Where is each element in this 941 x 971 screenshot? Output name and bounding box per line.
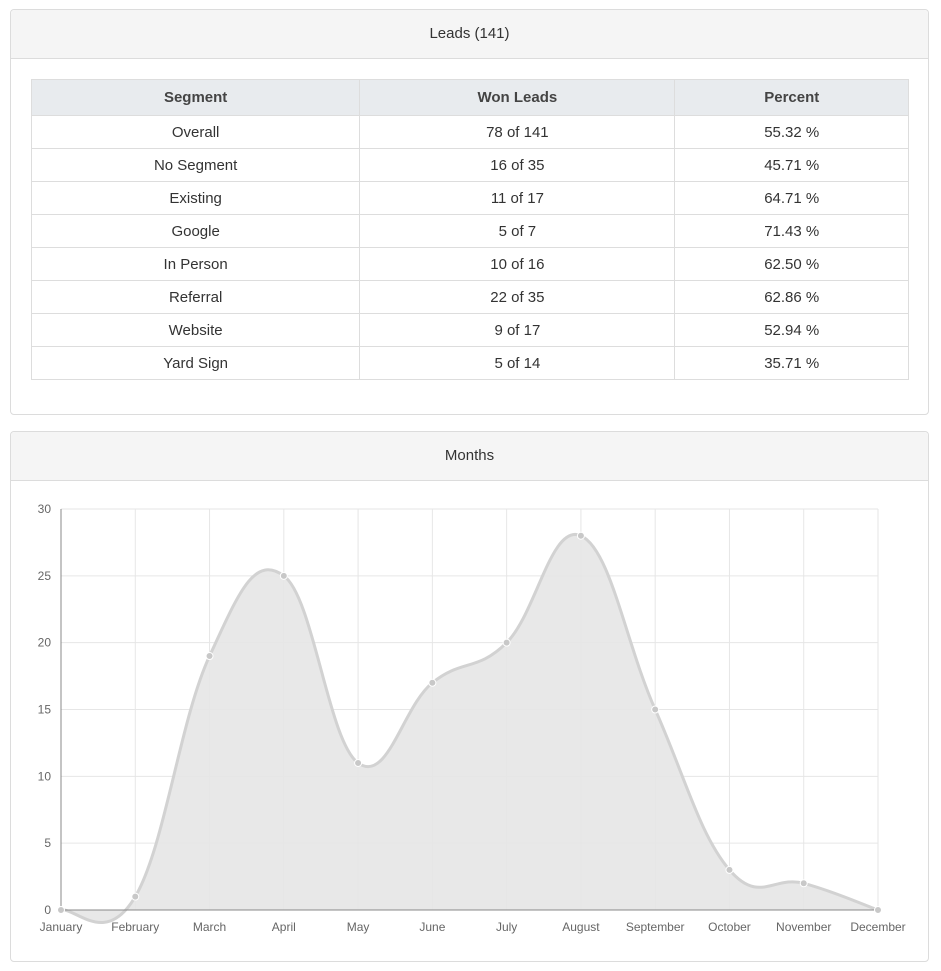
y-tick-label: 10: [38, 769, 52, 783]
data-points: [57, 531, 882, 914]
column-header-won-leads: Won Leads: [359, 79, 676, 116]
segment-cell: Google: [30, 214, 361, 248]
segment-cell: Referral: [30, 280, 361, 314]
leads-table: Segment Won Leads Percent Overall 78 of …: [30, 79, 909, 380]
y-tick-label: 0: [44, 903, 51, 917]
won-leads-cell: 16 of 35: [359, 148, 676, 182]
months-panel: Months 0 5 10 15 20 25 30 January February March A…: [10, 431, 929, 962]
data-point[interactable]: [131, 892, 140, 901]
data-point[interactable]: [428, 678, 437, 687]
chart-axes: [60, 509, 878, 911]
data-point[interactable]: [576, 531, 585, 540]
data-point[interactable]: [57, 906, 65, 914]
table-header-row: Segment Won Leads Percent: [30, 79, 909, 116]
segment-cell: Existing: [30, 181, 361, 215]
y-tick-label: 15: [38, 703, 52, 717]
data-point[interactable]: [725, 865, 734, 874]
segment-cell: Website: [30, 313, 361, 347]
won-leads-cell: 11 of 17: [359, 181, 676, 215]
x-tick-label: January: [40, 920, 83, 934]
x-tick-label: May: [347, 920, 370, 934]
x-tick-label: February: [111, 920, 159, 934]
data-point[interactable]: [502, 638, 511, 647]
x-tick-label: December: [850, 920, 905, 934]
area-fill: [61, 534, 878, 923]
y-tick-label: 25: [38, 569, 52, 583]
won-leads-cell: 10 of 16: [359, 247, 676, 281]
y-tick-label: 30: [38, 502, 52, 516]
x-tick-label: June: [419, 920, 445, 934]
segment-cell: Overall: [30, 115, 361, 149]
x-tick-label: July: [496, 920, 517, 934]
won-leads-cell: 9 of 17: [359, 313, 676, 347]
column-header-percent: Percent: [674, 79, 909, 116]
data-point[interactable]: [279, 571, 288, 580]
x-tick-label: November: [776, 920, 831, 934]
x-tick-label: March: [193, 920, 226, 934]
table-row: Overall 78 of 141 55.32 %: [30, 115, 909, 149]
won-leads-cell: 22 of 35: [359, 280, 676, 314]
table-row: No Segment 16 of 35 45.71 %: [30, 148, 909, 182]
percent-cell: 55.32 %: [674, 115, 909, 149]
leads-panel: Leads (141) Segment Won Leads Percent Ov…: [10, 9, 929, 415]
data-point[interactable]: [354, 758, 363, 767]
table-row: Google 5 of 7 71.43 %: [30, 214, 909, 248]
y-tick-label: 5: [44, 836, 51, 850]
segment-cell: Yard Sign: [30, 346, 361, 380]
percent-cell: 64.71 %: [674, 181, 909, 215]
column-header-segment: Segment: [30, 79, 361, 116]
x-tick-label: September: [626, 920, 685, 934]
percent-cell: 62.86 %: [674, 280, 909, 314]
x-tick-label: August: [562, 920, 600, 934]
percent-cell: 52.94 %: [674, 313, 909, 347]
data-point[interactable]: [205, 652, 214, 661]
months-panel-title: Months: [11, 432, 928, 481]
y-tick-label: 20: [38, 636, 52, 650]
segment-cell: No Segment: [30, 148, 361, 182]
percent-cell: 35.71 %: [674, 346, 909, 380]
x-tick-label: April: [272, 920, 296, 934]
x-tick-label: October: [708, 920, 751, 934]
table-row: Website 9 of 17 52.94 %: [30, 313, 909, 347]
percent-cell: 62.50 %: [674, 247, 909, 281]
table-row: Existing 11 of 17 64.71 %: [30, 181, 909, 215]
won-leads-cell: 78 of 141: [359, 115, 676, 149]
table-row: Yard Sign 5 of 14 35.71 %: [30, 346, 909, 380]
won-leads-cell: 5 of 14: [359, 346, 676, 380]
data-point[interactable]: [874, 906, 882, 914]
data-point[interactable]: [799, 879, 808, 888]
table-row: In Person 10 of 16 62.50 %: [30, 247, 909, 281]
won-leads-cell: 5 of 7: [359, 214, 676, 248]
tick-labels: 0 5 10 15 20 25 30 January February March April May…: [38, 502, 906, 934]
data-point[interactable]: [651, 705, 660, 714]
months-chart: 0 5 10 15 20 25 30 January February March April May…: [38, 502, 906, 934]
segment-cell: In Person: [30, 247, 361, 281]
series-line: [60, 532, 879, 924]
percent-cell: 71.43 %: [674, 214, 909, 248]
table-row: Referral 22 of 35 62.86 %: [30, 280, 909, 314]
leads-panel-title: Leads (141): [11, 10, 928, 59]
percent-cell: 45.71 %: [674, 148, 909, 182]
